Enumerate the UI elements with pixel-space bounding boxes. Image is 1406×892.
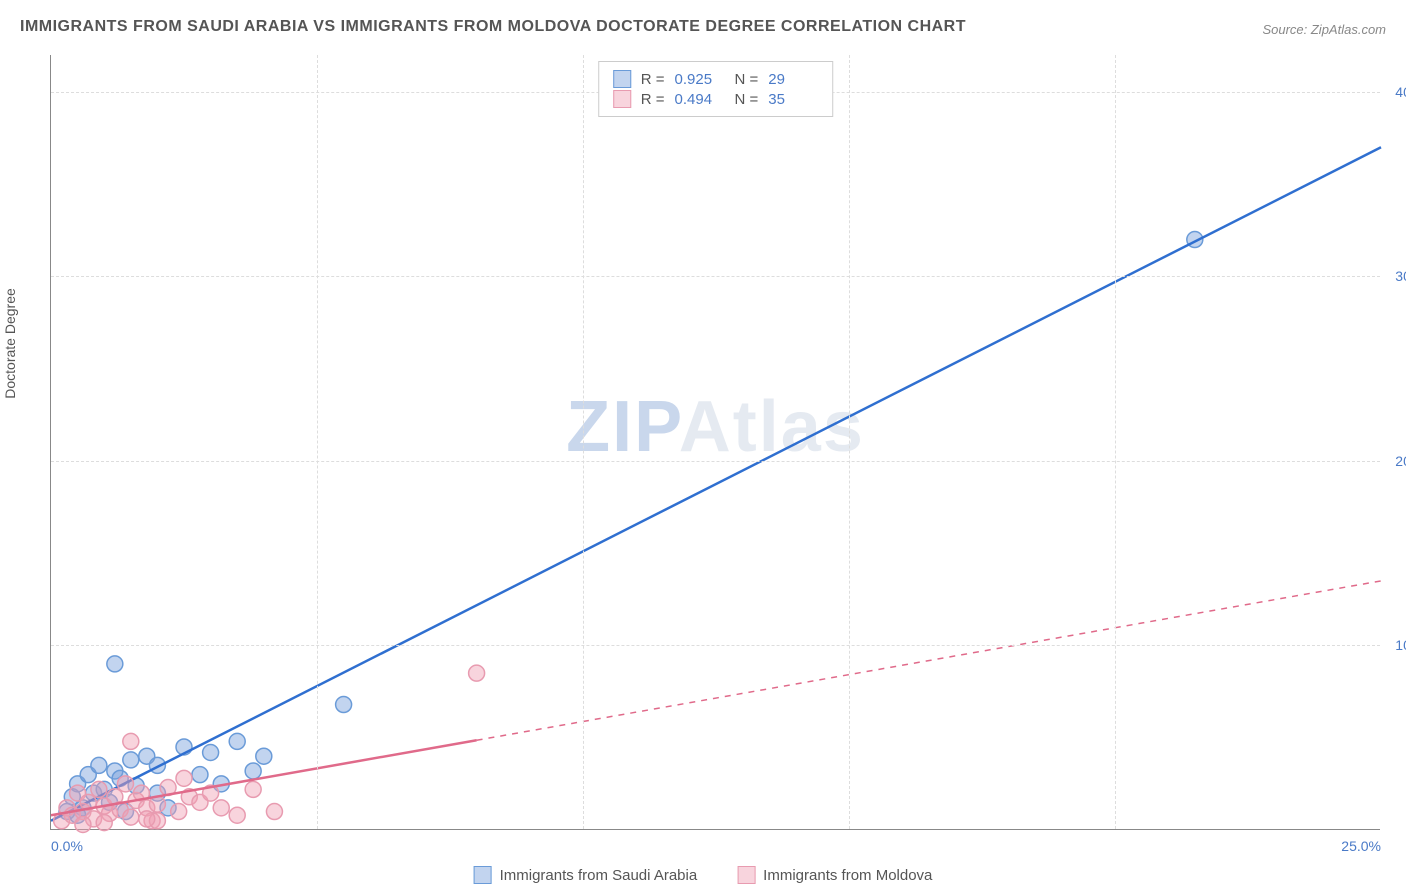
- data-point: [117, 776, 133, 792]
- data-point: [123, 809, 139, 825]
- source-attribution: Source: ZipAtlas.com: [1262, 22, 1386, 37]
- data-point: [123, 733, 139, 749]
- data-point: [203, 745, 219, 761]
- data-point: [469, 665, 485, 681]
- gridline-v: [583, 55, 584, 829]
- legend-row-moldova: R = 0.494 N = 35: [613, 90, 819, 108]
- data-point: [245, 781, 261, 797]
- scatter-svg: [51, 55, 1380, 829]
- data-point: [245, 763, 261, 779]
- n-label: N =: [735, 71, 759, 88]
- r-value-saudi: 0.925: [675, 71, 725, 88]
- correlation-legend: R = 0.925 N = 29 R = 0.494 N = 35: [598, 61, 834, 117]
- xtick-label: 0.0%: [51, 838, 83, 854]
- plot-area: ZIPAtlas R = 0.925 N = 29 R = 0.494 N = …: [50, 55, 1380, 830]
- n-value-saudi: 29: [768, 71, 818, 88]
- data-point: [91, 757, 107, 773]
- ytick-label: 40.0%: [1385, 84, 1406, 100]
- gridline-v: [1115, 55, 1116, 829]
- swatch-moldova: [613, 90, 631, 108]
- y-axis-label: Doctorate Degree: [2, 288, 18, 399]
- n-label: N =: [735, 91, 759, 108]
- legend-row-saudi: R = 0.925 N = 29: [613, 70, 819, 88]
- data-point: [123, 752, 139, 768]
- ytick-label: 30.0%: [1385, 268, 1406, 284]
- ytick-label: 20.0%: [1385, 453, 1406, 469]
- ytick-label: 10.0%: [1385, 637, 1406, 653]
- data-point: [266, 804, 282, 820]
- data-point: [139, 811, 155, 827]
- gridline-v: [849, 55, 850, 829]
- data-point: [75, 816, 91, 832]
- chart-container: IMMIGRANTS FROM SAUDI ARABIA VS IMMIGRAN…: [0, 0, 1406, 892]
- legend-swatch-saudi: [474, 866, 492, 884]
- data-point: [192, 767, 208, 783]
- gridline-h: [51, 645, 1380, 646]
- r-label: R =: [641, 71, 665, 88]
- legend-item-saudi: Immigrants from Saudi Arabia: [474, 866, 698, 884]
- data-point: [91, 781, 107, 797]
- n-value-moldova: 35: [768, 91, 818, 108]
- data-point: [229, 807, 245, 823]
- data-point: [213, 800, 229, 816]
- gridline-v: [317, 55, 318, 829]
- legend-label-moldova: Immigrants from Moldova: [763, 867, 932, 884]
- legend-item-moldova: Immigrants from Moldova: [737, 866, 932, 884]
- swatch-saudi: [613, 70, 631, 88]
- data-point: [107, 656, 123, 672]
- legend-label-saudi: Immigrants from Saudi Arabia: [500, 867, 698, 884]
- data-point: [336, 697, 352, 713]
- series-legend: Immigrants from Saudi Arabia Immigrants …: [474, 866, 933, 884]
- gridline-h: [51, 461, 1380, 462]
- data-point: [171, 804, 187, 820]
- data-point: [176, 770, 192, 786]
- trend-line: [51, 147, 1381, 821]
- data-point: [96, 815, 112, 831]
- r-label: R =: [641, 91, 665, 108]
- trend-line-dashed: [477, 581, 1381, 740]
- r-value-moldova: 0.494: [675, 91, 725, 108]
- gridline-h: [51, 276, 1380, 277]
- data-point: [256, 748, 272, 764]
- chart-title: IMMIGRANTS FROM SAUDI ARABIA VS IMMIGRAN…: [20, 18, 966, 36]
- legend-swatch-moldova: [737, 866, 755, 884]
- xtick-label: 25.0%: [1341, 838, 1381, 854]
- data-point: [229, 733, 245, 749]
